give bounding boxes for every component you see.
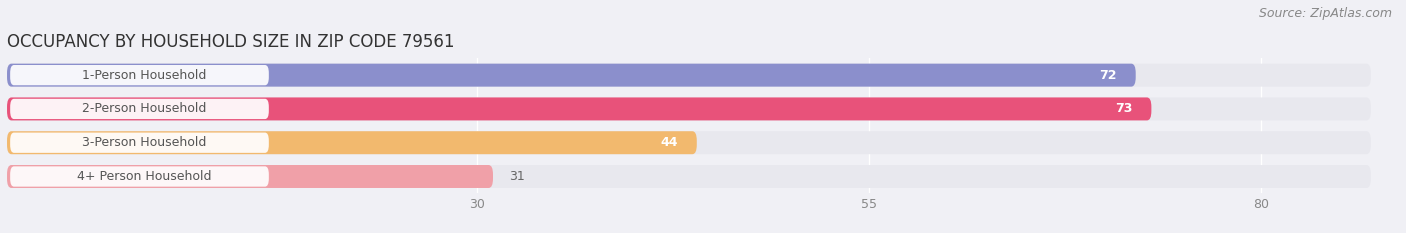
FancyBboxPatch shape	[7, 97, 1152, 120]
Text: OCCUPANCY BY HOUSEHOLD SIZE IN ZIP CODE 79561: OCCUPANCY BY HOUSEHOLD SIZE IN ZIP CODE …	[7, 33, 454, 51]
FancyBboxPatch shape	[7, 165, 1371, 188]
Text: 31: 31	[509, 170, 524, 183]
FancyBboxPatch shape	[10, 99, 269, 119]
FancyBboxPatch shape	[7, 131, 697, 154]
FancyBboxPatch shape	[10, 133, 269, 153]
Text: 2-Person Household: 2-Person Household	[82, 103, 207, 115]
FancyBboxPatch shape	[10, 65, 269, 85]
Text: 4+ Person Household: 4+ Person Household	[77, 170, 211, 183]
FancyBboxPatch shape	[7, 64, 1371, 87]
FancyBboxPatch shape	[7, 64, 1136, 87]
FancyBboxPatch shape	[10, 166, 269, 187]
FancyBboxPatch shape	[7, 131, 1371, 154]
Text: Source: ZipAtlas.com: Source: ZipAtlas.com	[1258, 7, 1392, 20]
Text: 44: 44	[661, 136, 678, 149]
FancyBboxPatch shape	[7, 165, 494, 188]
Text: 73: 73	[1115, 103, 1133, 115]
FancyBboxPatch shape	[7, 97, 1371, 120]
Text: 72: 72	[1099, 69, 1116, 82]
Text: 1-Person Household: 1-Person Household	[82, 69, 207, 82]
Text: 3-Person Household: 3-Person Household	[82, 136, 207, 149]
